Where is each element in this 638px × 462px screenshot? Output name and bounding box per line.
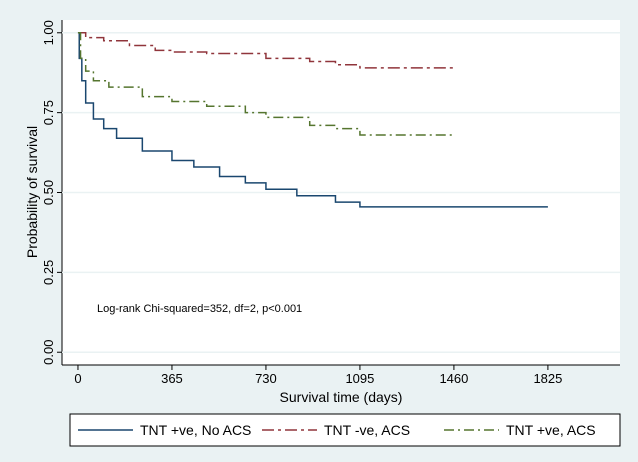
- y-tick-label: 1.00: [41, 20, 56, 45]
- legend: [69, 413, 621, 447]
- legend-label: TNT +ve, ACS: [506, 422, 596, 438]
- x-tick-label: 1095: [345, 371, 374, 386]
- survival-curve: [77, 32, 454, 69]
- x-tick-label: 0: [74, 371, 81, 386]
- y-axis-title: Probability of survival: [24, 126, 40, 258]
- survival-curve: [77, 32, 548, 208]
- annotation: Log-rank Chi-squared=352, df=2, p<0.001: [97, 303, 302, 315]
- x-tick-label: 1825: [533, 371, 562, 386]
- x-axis-title: Survival time (days): [280, 389, 403, 405]
- survival-curve: [77, 32, 454, 136]
- x-tick-label: 1460: [439, 371, 468, 386]
- y-tick-label: 0.75: [41, 100, 56, 125]
- x-tick-label: 730: [255, 371, 277, 386]
- y-tick-label: 0.25: [41, 260, 56, 285]
- x-tick-label: 365: [161, 371, 183, 386]
- y-tick-label: 0.00: [41, 340, 56, 365]
- legend-label: TNT -ve, ACS: [324, 422, 410, 438]
- y-tick-label: 0.50: [41, 180, 56, 205]
- legend-label: TNT +ve, No ACS: [140, 422, 251, 438]
